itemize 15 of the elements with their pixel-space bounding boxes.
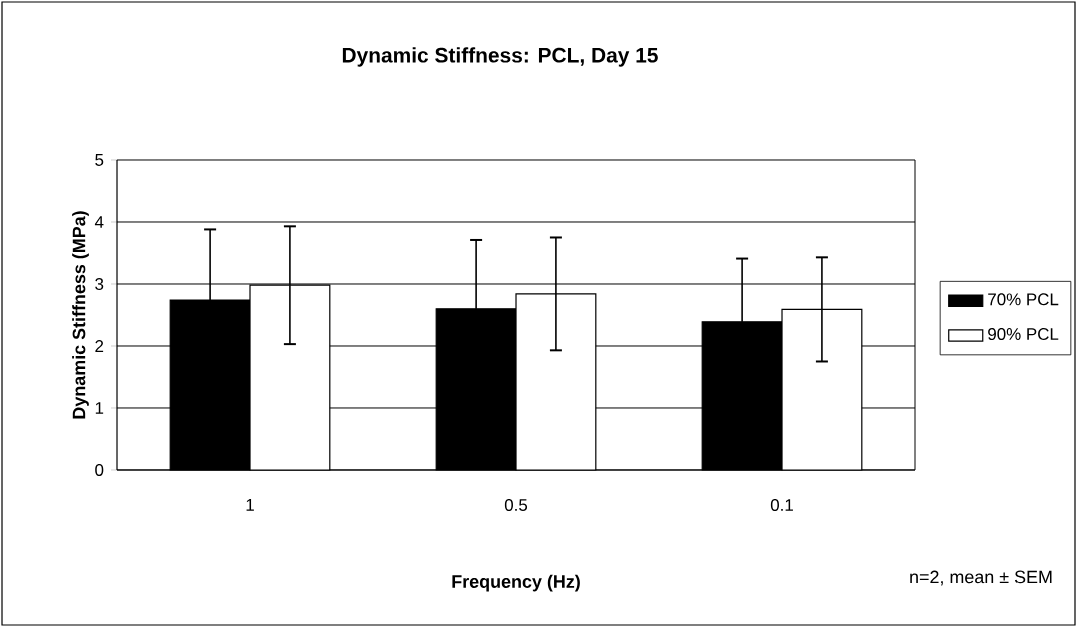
y-tick-label: 3 (95, 278, 104, 290)
y-tick-label: 4 (94, 216, 104, 228)
y-tick-label: 2 (95, 340, 104, 352)
x-axis-title: Frequency (Hz) (452, 574, 580, 592)
y-axis-title: Dynamic Stiffness (MPa) (72, 211, 89, 419)
x-tick-label: 0.5 (504, 499, 528, 512)
legend-label: 90% PCL (988, 328, 1059, 341)
y-tick-label: 0 (95, 464, 104, 476)
legend-label: 70% PCL (988, 293, 1059, 306)
y-tick-label: 5 (95, 154, 104, 166)
text: n=2, mean ± SEM (910, 570, 1052, 586)
x-tick-label: 1 (246, 499, 254, 511)
y-tick-label: 1 (95, 402, 104, 414)
chart-title: Dynamic Stiffness: PCL, Day 15 (342, 47, 658, 67)
x-tick-label: 0.1 (770, 499, 793, 512)
